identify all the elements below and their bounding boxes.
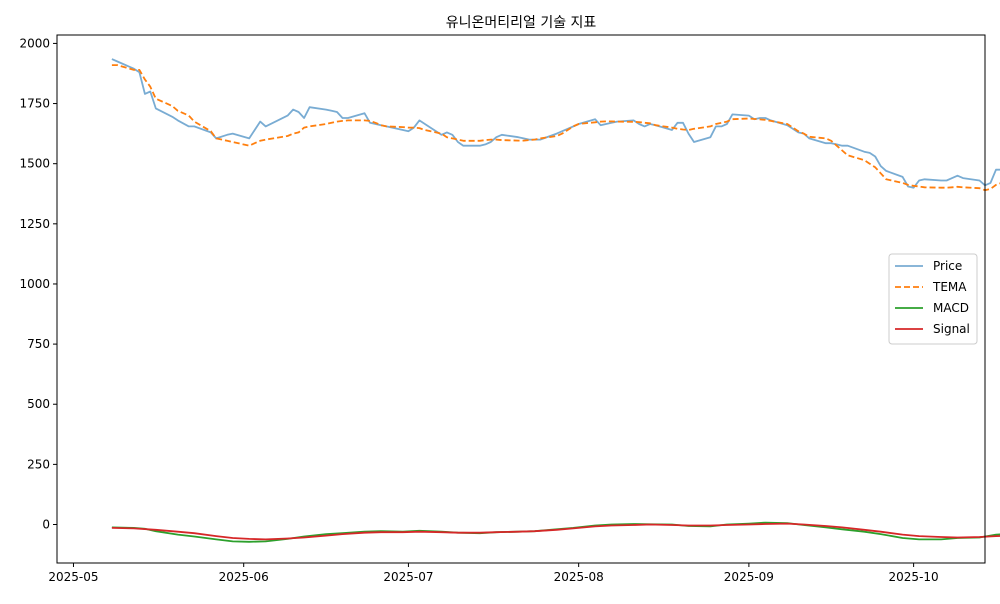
- x-axis: 2025-05 2025-06 2025-07 2025-08 2025-09 2025-…: [48, 563, 939, 584]
- y-tick-label: 0: [42, 518, 50, 532]
- y-axis: 0 250 500 750 1000 1250 1500 1750 2000: [19, 36, 57, 532]
- legend-label-price: Price: [933, 259, 962, 273]
- x-tick-label: 2025-07: [383, 570, 433, 584]
- legend: Price TEMA MACD Signal: [888, 253, 978, 345]
- series-line-price: [111, 58, 1000, 189]
- y-tick-label: 1500: [19, 157, 50, 171]
- series-layer: [111, 58, 1000, 543]
- series-line-macd: [111, 521, 1000, 543]
- chart-title: 유니온머티리얼 기술 지표: [446, 15, 597, 31]
- series-line-signal: [111, 522, 1000, 541]
- y-tick-label: 500: [27, 397, 50, 411]
- y-tick-label: 1750: [19, 97, 50, 111]
- y-tick-label: 1250: [19, 217, 50, 231]
- legend-label-signal: Signal: [933, 322, 970, 336]
- x-tick-label: 2025-08: [554, 570, 604, 584]
- y-tick-label: 750: [27, 337, 50, 351]
- plot-frame: [56, 34, 986, 564]
- x-tick-label: 2025-05: [48, 570, 98, 584]
- series-line-tema: [111, 64, 1000, 192]
- legend-box: [888, 253, 978, 345]
- x-tick-label: 2025-10: [889, 570, 939, 584]
- legend-label-macd: MACD: [933, 301, 969, 315]
- x-tick-label: 2025-09: [724, 570, 774, 584]
- x-tick-label: 2025-06: [219, 570, 269, 584]
- y-tick-label: 250: [27, 457, 50, 471]
- y-tick-label: 1000: [19, 277, 50, 291]
- legend-label-tema: TEMA: [932, 280, 967, 294]
- y-tick-label: 2000: [19, 36, 50, 50]
